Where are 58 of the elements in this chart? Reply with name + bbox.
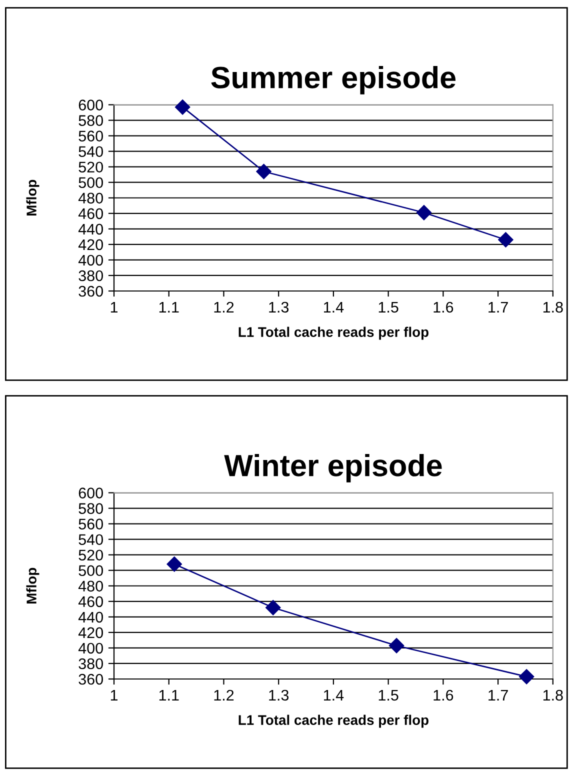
y-tick-label: 540	[78, 534, 103, 546]
x-tick-label: 1.6	[434, 690, 454, 701]
chart-title: Summer episode	[211, 66, 456, 94]
point	[518, 669, 534, 684]
y-tick-label: 460	[78, 596, 103, 608]
y-tick-label: 560	[78, 130, 103, 142]
y-tick-label: 500	[78, 565, 103, 576]
y-tick-label: 420	[78, 627, 103, 638]
y-tick-label: 380	[78, 270, 103, 282]
y-tick-label: 440	[78, 224, 103, 235]
y-axis-title: Mflop	[26, 180, 40, 216]
y-tick-label: 580	[78, 503, 103, 514]
x-tick-label: 1.8	[543, 690, 563, 701]
point	[416, 205, 432, 220]
x-tick-label: 1.7	[488, 690, 508, 700]
chart-title: Winter episode	[224, 454, 442, 482]
point	[498, 232, 514, 248]
x-tick-label: 1.4	[324, 690, 344, 700]
y-tick-label: 360	[78, 674, 103, 685]
y-tick-label: 500	[78, 177, 103, 188]
x-tick-label: 1.5	[378, 690, 398, 701]
y-tick-label: 600	[78, 488, 103, 498]
y-tick-label: 360	[78, 286, 103, 297]
y-tick-label: 560	[78, 518, 103, 530]
x-tick-label: 1.3	[269, 690, 289, 701]
y-tick-label: 460	[78, 208, 103, 220]
x-axis-title: L1 Total cache reads per flop	[238, 326, 428, 340]
y-tick-label: 440	[78, 612, 103, 623]
y-tick-label: 480	[78, 580, 103, 592]
x-tick-label: 1.8	[543, 302, 563, 313]
x-tick-label: 1	[110, 690, 118, 700]
point	[388, 638, 404, 654]
x-tick-label: 1.4	[324, 302, 344, 312]
y-tick-label: 480	[78, 192, 103, 204]
y-tick-label: 400	[78, 254, 103, 266]
point	[166, 556, 182, 572]
x-tick-label: 1.1	[159, 302, 179, 312]
y-axis-title: Mflop	[26, 568, 40, 604]
y-tick-label: 400	[78, 642, 103, 654]
point	[256, 164, 272, 180]
y-tick-label: 420	[78, 239, 103, 250]
y-tick-label: 600	[78, 100, 103, 110]
y-tick-label: 580	[78, 115, 103, 126]
x-tick-label: 1	[110, 302, 118, 312]
x-tick-label: 1.1	[159, 690, 179, 700]
y-tick-label: 520	[78, 162, 103, 173]
x-tick-label: 1.3	[269, 302, 289, 313]
y-tick-label: 380	[78, 658, 103, 670]
y-tick-label: 540	[78, 146, 103, 158]
point	[266, 600, 281, 616]
x-tick-label: 1.2	[214, 302, 234, 312]
x-axis-title: L1 Total cache reads per flop	[238, 714, 428, 728]
x-tick-label: 1.5	[378, 302, 398, 313]
point	[175, 100, 190, 115]
y-tick-label: 520	[78, 550, 103, 561]
x-tick-label: 1.2	[214, 690, 234, 700]
x-tick-label: 1.7	[488, 302, 508, 312]
x-tick-label: 1.6	[434, 302, 454, 313]
